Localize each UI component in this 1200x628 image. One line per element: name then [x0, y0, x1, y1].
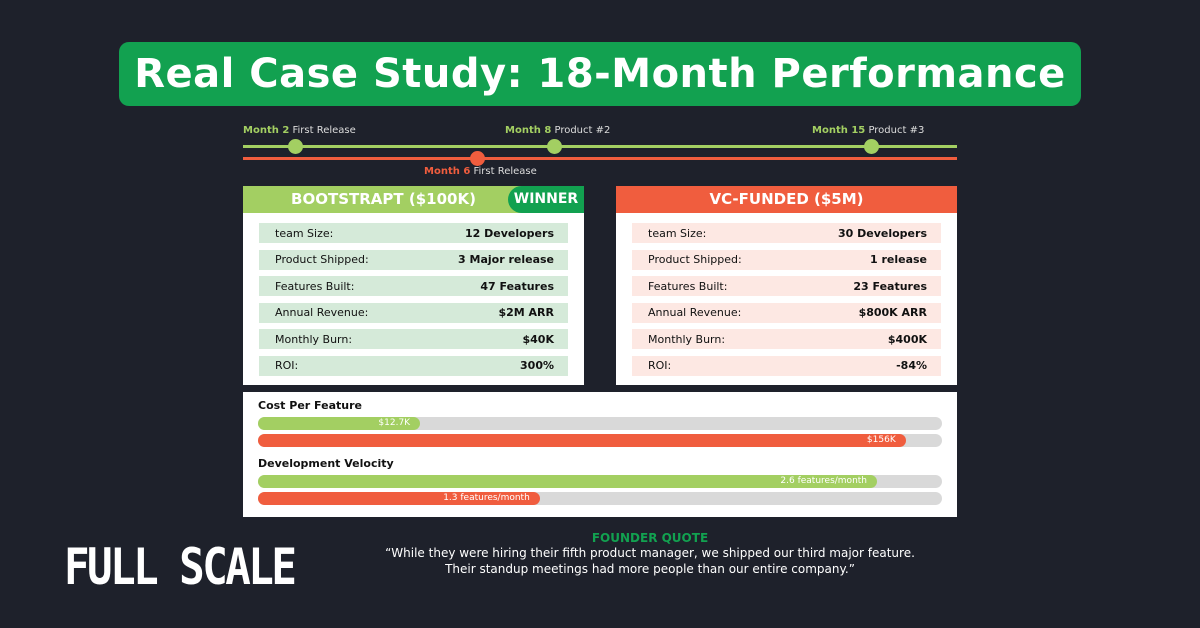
stat-value: $800K ARR [858, 306, 927, 319]
vc-timeline [243, 157, 957, 160]
stat-value: $2M ARR [498, 306, 554, 319]
stat-row: Annual Revenue: $800K ARR [632, 302, 941, 323]
bootstrap-timeline [243, 145, 957, 148]
bar-track: $156K [258, 434, 942, 447]
stat-value: 3 Major release [458, 253, 554, 266]
stat-row: Monthly Burn: $40K [259, 329, 568, 349]
stat-row: team Size: 30 Developers [632, 223, 941, 243]
stat-row: Monthly Burn: $400K [632, 329, 941, 349]
stat-value: 30 Developers [838, 226, 927, 240]
stat-label: ROI: [275, 359, 299, 372]
bootstrap-header: BOOTSTRAPT ($100K) WINNER [243, 186, 584, 213]
milestone-label: Month 6 First Release [424, 166, 537, 177]
stat-label: ROI: [648, 359, 672, 372]
stat-value: 300% [520, 359, 554, 372]
stat-row: Features Built: 23 Features [632, 276, 941, 296]
quote-line-1: “While they were hiring their fifth prod… [385, 546, 915, 560]
bar-track: $12.7K [258, 417, 942, 430]
stat-row: ROI: -84% [632, 355, 941, 376]
stat-label: Product Shipped: [648, 253, 742, 266]
stat-row: team Size: 12 Developers [259, 223, 568, 243]
stat-value: 47 Features [480, 279, 554, 293]
milestone-dot [547, 139, 562, 154]
bootstrap-title: BOOTSTRAPT ($100K) [291, 190, 476, 208]
bar-fill: $156K [258, 434, 906, 447]
vc-card: VC-FUNDED ($5M) team Size: 30 Developers P… [616, 186, 957, 385]
milestone-dot [470, 151, 485, 166]
stat-row: Product Shipped: 1 release [632, 249, 941, 270]
winner-badge: WINNER [508, 186, 584, 213]
metric-title: Cost Per Feature [258, 399, 362, 412]
stat-row: Features Built: 47 Features [259, 276, 568, 296]
stat-value: 12 Developers [465, 226, 554, 240]
stat-label: Annual Revenue: [275, 306, 369, 319]
metric-title: Development Velocity [258, 457, 394, 470]
stat-label: Monthly Burn: [648, 332, 726, 346]
stat-label: team Size: [275, 226, 334, 240]
milestone-dot [864, 139, 879, 154]
stat-label: Monthly Burn: [275, 332, 353, 346]
quote-heading: FOUNDER QUOTE [591, 531, 709, 545]
milestone-label: Month 2 First Release [243, 125, 356, 136]
bar-fill: 2.6 features/month [258, 475, 878, 488]
metrics-panel: Cost Per Feature $12.7K $156K Development V… [243, 392, 957, 517]
stat-label: Annual Revenue: [648, 306, 742, 319]
milestone-label: Month 15 Product #3 [812, 125, 925, 136]
stat-value: 1 release [869, 253, 927, 266]
milestone-label: Month 8 Product #2 [505, 125, 611, 136]
stat-value: $400K [887, 332, 927, 346]
stat-value: $40K [522, 332, 555, 346]
bootstrap-card: BOOTSTRAPT ($100K) WINNER team Size: 12 D… [243, 186, 584, 385]
stat-value: 23 Features [853, 279, 927, 293]
stat-row: Annual Revenue: $2M ARR [259, 302, 568, 323]
stat-value: -84% [896, 359, 927, 372]
bar-track: 2.6 features/month [258, 475, 942, 488]
bar-fill: 1.3 features/month [258, 492, 540, 505]
vc-header: VC-FUNDED ($5M) [616, 186, 957, 213]
bar-track: 1.3 features/month [258, 492, 942, 505]
stat-label: team Size: [648, 226, 707, 240]
stat-row: Product Shipped: 3 Major release [259, 249, 568, 270]
bar-fill: $12.7K [258, 417, 421, 430]
stat-label: Features Built: [648, 279, 728, 293]
quote-line-2: Their standup meetings had more people t… [445, 562, 855, 576]
milestone-dot [288, 139, 303, 154]
stat-label: Features Built: [275, 279, 355, 293]
full-scale-logo: FULL SCALE [64, 538, 297, 596]
stat-row: ROI: 300% [259, 355, 568, 376]
page-title: Real Case Study: 18-Month Performance [119, 42, 1081, 106]
stat-label: Product Shipped: [275, 253, 369, 266]
